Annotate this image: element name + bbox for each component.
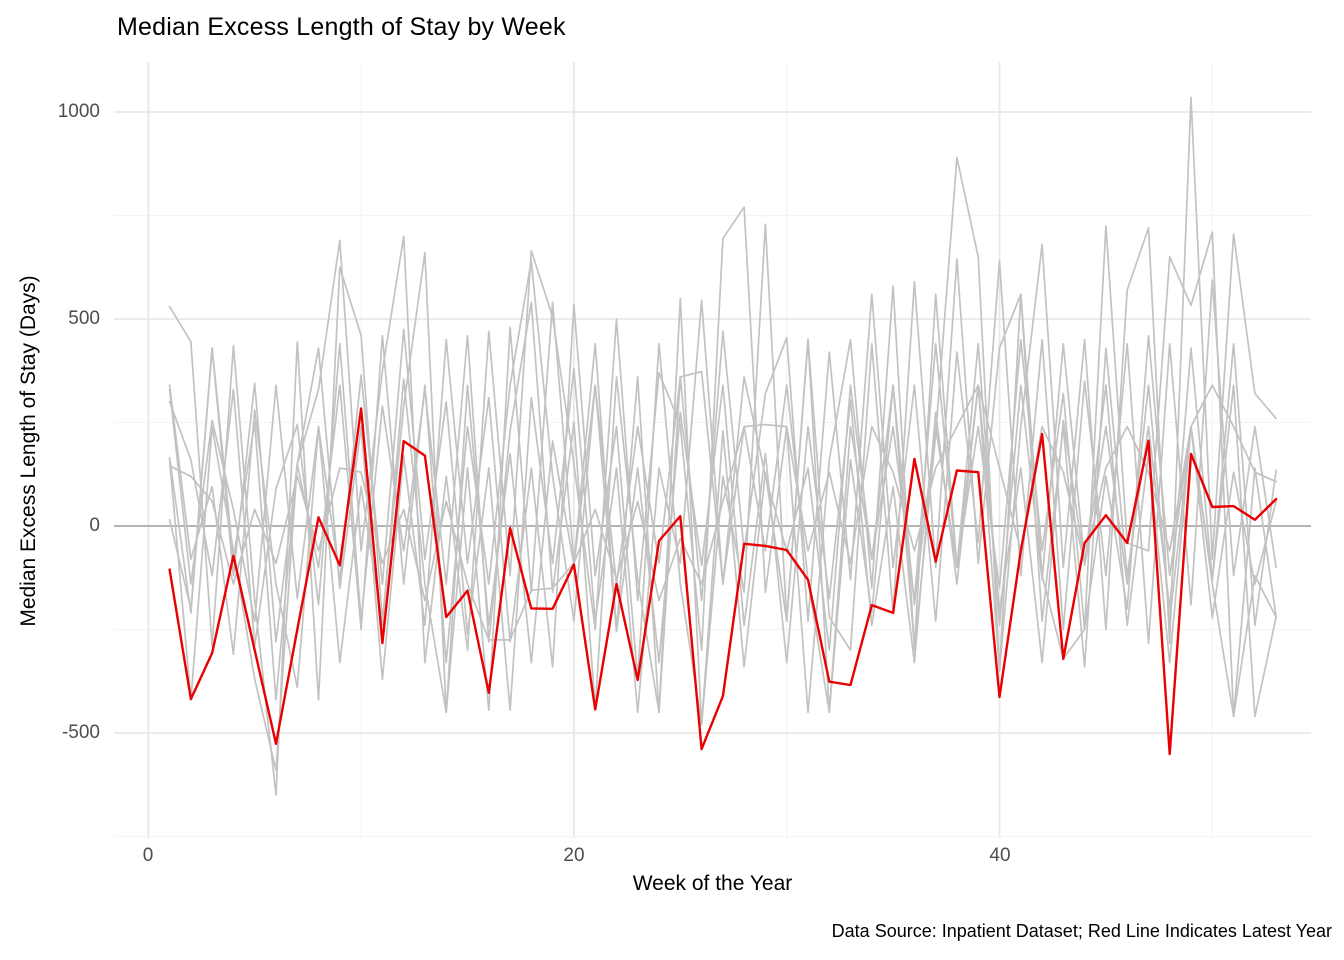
x-tick-label-40: 40 [989, 845, 1011, 866]
prior-year-line [168, 384, 1277, 641]
y-tick-label-1000: 1000 [57, 101, 100, 122]
prior-year-line [168, 223, 1277, 796]
prior-year-line [168, 293, 1277, 772]
prior-year-line [168, 260, 1277, 714]
x-axis-title: Week of the Year [632, 872, 793, 895]
caption: Data Source: Inpatient Dataset; Red Line… [831, 921, 1332, 941]
x-tick-label-0: 0 [142, 845, 154, 866]
plot-title: Median Excess Length of Stay by Week [117, 13, 566, 41]
y-tick-label-0: 0 [89, 515, 100, 536]
y-axis-title: Median Excess Length of Stay (Days) [17, 275, 40, 627]
x-tick-label-20: 20 [563, 845, 585, 866]
prior-year-line [168, 378, 1277, 718]
y-tick-label-500: 500 [68, 308, 100, 329]
y-tick-label-neg500: -500 [61, 722, 100, 743]
latest-year-line [168, 407, 1278, 756]
